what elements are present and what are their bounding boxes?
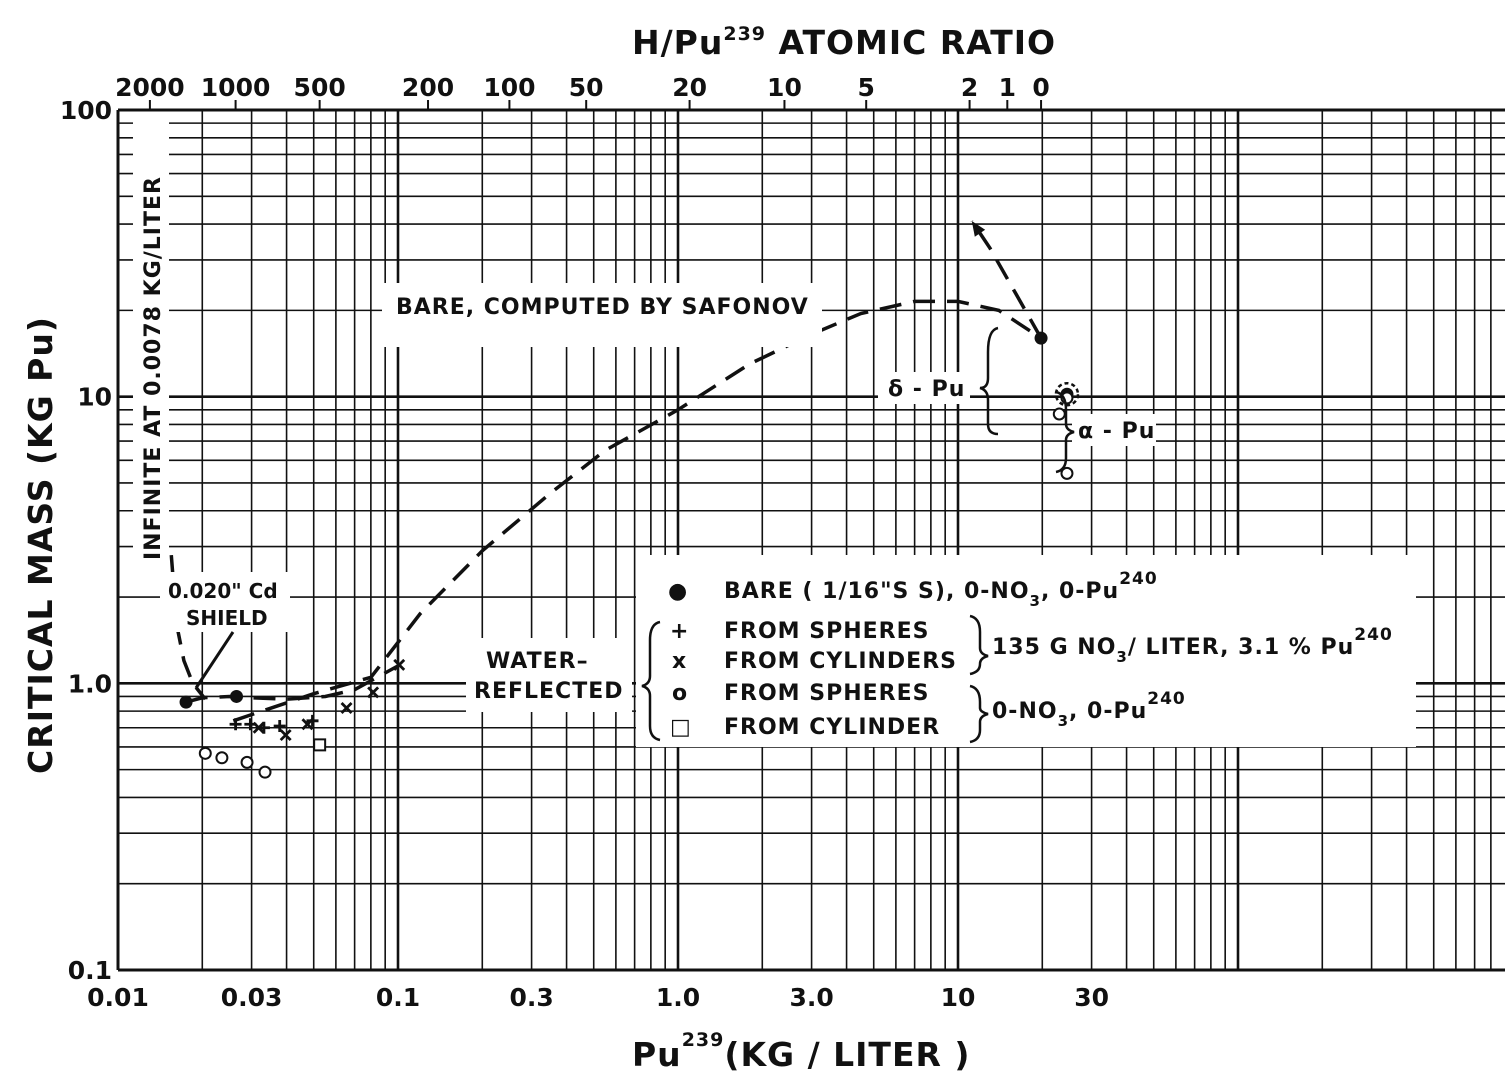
point-open-circle	[240, 755, 254, 769]
legend-group-0: 0-NO3, 0-Pu240	[992, 689, 1186, 730]
point-open-circle	[198, 746, 212, 760]
x-tick-label: 10	[941, 983, 976, 1012]
point-plus	[273, 719, 286, 732]
legend-row-bare: ● BARE ( 1/16"S S), 0-NO3, 0-Pu240	[668, 569, 1158, 610]
top-tick-label: 100	[483, 73, 535, 102]
svg-text:FROM SPHERES: FROM SPHERES	[724, 681, 929, 706]
top-tick-label: 20	[672, 73, 707, 102]
point-x	[301, 718, 314, 731]
legend-group-135: 135 G NO3/ LITER, 3.1 % Pu240	[992, 625, 1393, 666]
curve-3	[970, 220, 1043, 340]
y-axis-title: CRITICAL MASS (KG Pu)	[21, 316, 60, 774]
point-open-circle	[1060, 466, 1074, 480]
chart-grid	[116, 110, 1505, 972]
point-filled-circle	[230, 689, 244, 703]
point-plus	[229, 718, 242, 731]
svg-text:+: +	[670, 619, 689, 644]
y-tick-label: 10	[77, 383, 112, 412]
top-tick-label: 500	[294, 73, 346, 102]
x-tick-label: 30	[1074, 983, 1109, 1012]
x-axis-title: Pu239(KG / LITER )	[632, 1029, 970, 1073]
svg-text:FROM SPHERES: FROM SPHERES	[724, 619, 929, 644]
top-tick-label: 5	[857, 73, 874, 102]
svg-text:WATER–: WATER–	[486, 649, 589, 674]
curve-1	[185, 664, 399, 704]
x-tick-label: 0.3	[509, 983, 553, 1012]
x-tick-label: 1.0	[656, 983, 700, 1012]
svg-text:REFLECTED: REFLECTED	[474, 679, 624, 704]
point-filled-circle	[1034, 331, 1048, 345]
y-tick-label: 0.1	[68, 956, 112, 985]
svg-text:SHIELD: SHIELD	[186, 606, 268, 630]
x-tick-label: 0.03	[221, 983, 283, 1012]
legend-row-cylinders-135: x FROM CYLINDERS	[672, 649, 957, 674]
chart-points	[179, 331, 1080, 779]
point-x	[393, 658, 406, 671]
svg-text:BARE ( 1/16"S S), 0-NO3, 0-Pu2: BARE ( 1/16"S S), 0-NO3, 0-Pu240	[724, 569, 1158, 610]
annotation-water-reflected: WATER– REFLECTED	[466, 638, 632, 712]
top-tick-label: 2000	[115, 73, 185, 102]
svg-text:FROM CYLINDER: FROM CYLINDER	[724, 715, 940, 740]
svg-text:FROM CYLINDERS: FROM CYLINDERS	[724, 649, 957, 674]
svg-text:x: x	[672, 649, 687, 674]
svg-text:0.020" Cd: 0.020" Cd	[168, 579, 278, 603]
svg-text:●: ●	[668, 579, 688, 604]
curve-0	[232, 299, 1043, 723]
point-open-circle	[258, 765, 272, 779]
point-x	[340, 702, 353, 715]
svg-text:δ - Pu: δ - Pu	[888, 377, 965, 402]
top-tick-label: 200	[402, 73, 454, 102]
point-x	[252, 721, 265, 734]
annotation-bare-safonov: BARE, COMPUTED BY SAFONOV	[382, 283, 822, 347]
point-x	[279, 729, 292, 742]
legend: ● BARE ( 1/16"S S), 0-NO3, 0-Pu240 + FRO…	[636, 555, 1416, 747]
svg-text:□: □	[670, 715, 692, 740]
svg-text:o: o	[672, 681, 688, 706]
top-tick-label: 0	[1032, 73, 1049, 102]
top-tick-label: 2	[961, 73, 978, 102]
annotation-delta-pu: δ - Pu	[878, 326, 999, 436]
svg-text:BARE, COMPUTED BY SAFONOV: BARE, COMPUTED BY SAFONOV	[396, 295, 809, 320]
top-tick-label: 1000	[201, 73, 271, 102]
legend-row-spheres-135: + FROM SPHERES	[670, 619, 929, 644]
point-open-square	[313, 738, 327, 752]
x-tick-label: 0.1	[376, 983, 420, 1012]
x-tick-label: 3.0	[789, 983, 833, 1012]
y-tick-label: 100	[60, 96, 112, 125]
svg-text:α - Pu: α - Pu	[1078, 419, 1155, 444]
point-x	[367, 686, 380, 699]
top-axis-title: H/Pu239 ATOMIC RATIO	[632, 23, 1056, 62]
point-open-circle	[1052, 407, 1066, 421]
top-tick-label: 10	[767, 73, 802, 102]
annotation-cd-shield: 0.020" Cd SHIELD	[160, 572, 290, 689]
point-filled-circle	[179, 695, 193, 709]
x-tick-label: 0.01	[87, 983, 149, 1012]
arrowhead	[971, 221, 986, 237]
svg-text:INFINITE AT 0.0078 KG/LITER: INFINITE AT 0.0078 KG/LITER	[141, 176, 166, 560]
top-tick-label: 50	[569, 73, 604, 102]
top-tick-label: 1	[999, 73, 1016, 102]
y-tick-label: 1.0	[68, 669, 112, 698]
point-open-circle	[215, 751, 229, 765]
legend-row-cylinder-0: □ FROM CYLINDER	[670, 715, 940, 740]
annotation-alpha-pu: α - Pu	[1055, 390, 1156, 474]
annotation-infinite: INFINITE AT 0.0078 KG/LITER	[133, 118, 169, 566]
legend-row-spheres-0: o FROM SPHERES	[672, 681, 929, 706]
